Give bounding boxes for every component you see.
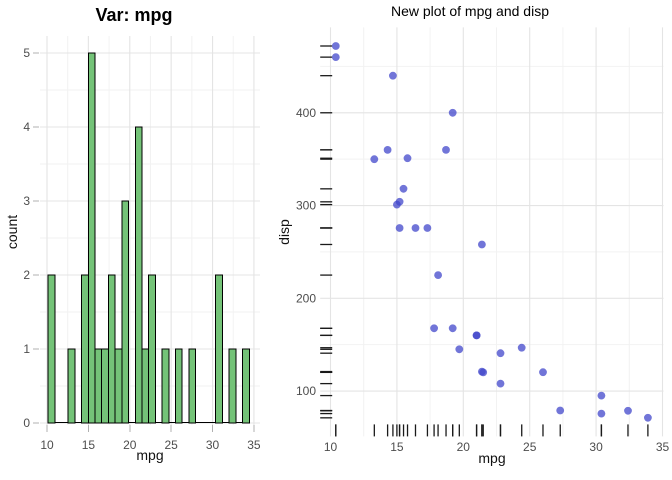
x-tick-label: 30 [589,440,603,454]
scatter-point [597,409,606,418]
scatter-point [517,343,526,352]
x-tick-label: 35 [656,440,670,454]
y-tick-label: 4 [23,120,30,134]
x-tick-label: 35 [247,438,261,452]
histogram-bar [161,348,170,424]
histogram-bar [81,274,89,424]
scatter-point [644,413,652,422]
scatter-point [496,349,505,358]
scatter-point [478,367,486,376]
scatter-point [539,368,547,377]
scatter-point [403,154,412,163]
y-tick-label: 200 [296,291,316,305]
x-tick-label: 10 [40,438,54,452]
scatter-yaxis-title: disp [276,219,292,245]
scatter-point [389,71,397,80]
histogram-bar [148,274,156,424]
scatter-point [434,271,442,279]
scatter-point [597,391,606,400]
histogram-bar [134,126,143,424]
scatter-point [448,324,457,333]
histogram-bar [101,348,109,424]
y-tick-label: 0 [23,416,30,430]
histogram-bar [215,274,223,424]
histogram-bar [121,200,130,424]
scatter-point [395,224,404,232]
scatter-point [624,406,632,415]
y-tick-label: 5 [23,46,30,60]
histogram-bar [242,348,250,424]
scatter-point [472,331,481,340]
histogram-bar [114,348,123,424]
y-tick-label: 300 [296,199,316,213]
histogram-bar [107,274,116,424]
histogram-bar [47,274,56,424]
x-tick-label: 20 [123,438,137,452]
histogram-bar [94,348,103,424]
histogram-title: Var: mpg [95,5,173,25]
x-tick-label: 10 [324,440,338,454]
histogram-bar [175,348,183,424]
x-tick-label: 20 [457,440,471,454]
scatter-point [370,155,379,164]
y-tick-label: 100 [296,384,316,398]
scatter-point [331,53,340,61]
scatter-point [399,184,408,193]
histogram-bar [67,348,76,424]
histogram-bar [228,348,237,424]
y-tick-label: 1 [23,342,30,356]
x-tick-label: 30 [206,438,220,452]
scatter-title: New plot of mpg and disp [391,3,549,19]
histogram-bar [141,348,150,424]
histogram-xaxis-title: mpg [136,447,164,463]
histogram-yaxis-title: count [4,214,20,250]
scatter-point [496,379,505,388]
histogram-bar [87,52,96,424]
scatter-point [448,108,457,117]
scatter-point [331,42,340,50]
scatter-point [423,224,432,232]
scatter-xaxis-title: mpg [478,450,506,466]
scatter-point [411,224,420,232]
y-tick-label: 2 [23,268,30,282]
scatter-point [455,345,464,354]
scatter-point [556,406,565,415]
scatter-point [478,240,486,249]
scatter-point [442,146,450,154]
scatter-point [393,200,401,209]
scatter-point [383,146,392,154]
y-tick-label: 3 [23,194,30,208]
y-tick-label: 400 [296,106,316,120]
histogram-bar [188,348,197,424]
x-tick-label: 15 [82,438,96,452]
x-tick-label: 25 [523,440,537,454]
x-tick-label: 15 [390,440,404,454]
scatter-point [430,324,438,333]
x-tick-label: 25 [164,438,178,452]
